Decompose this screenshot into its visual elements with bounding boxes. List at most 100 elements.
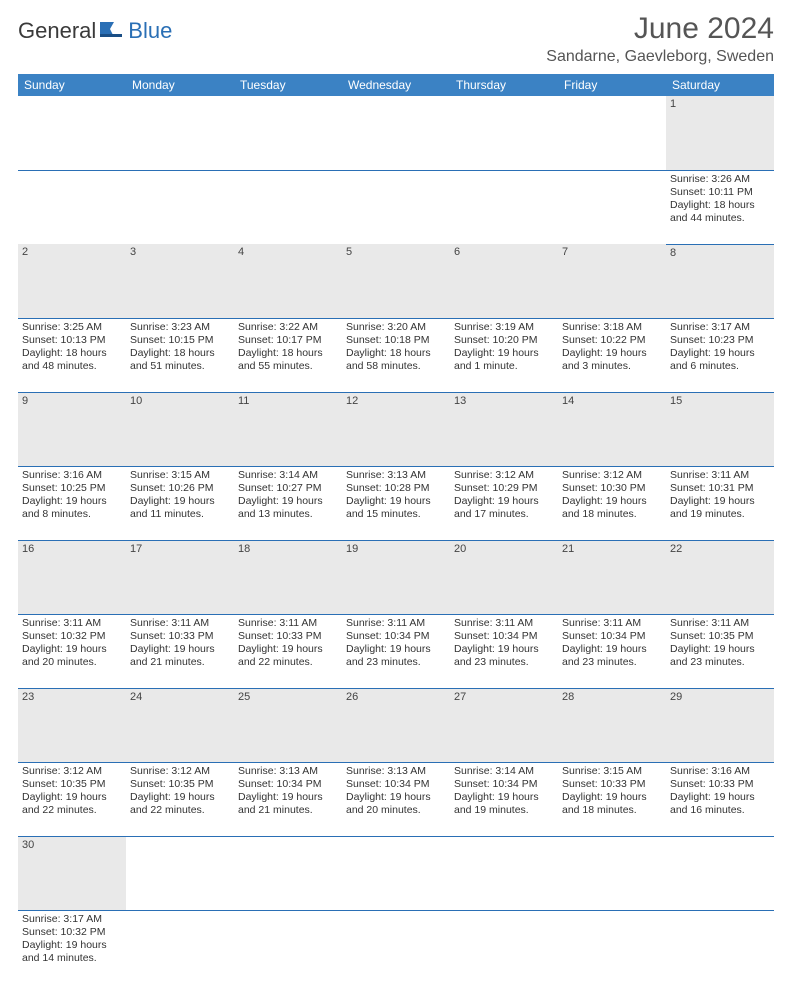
day-content-cell: Sunrise: 3:16 AMSunset: 10:25 PMDaylight… bbox=[18, 466, 126, 540]
day-content-cell: Sunrise: 3:22 AMSunset: 10:17 PMDaylight… bbox=[234, 318, 342, 392]
day-number-cell: 26 bbox=[342, 688, 450, 762]
day-number-cell: 12 bbox=[342, 392, 450, 466]
day-number-cell: 7 bbox=[558, 244, 666, 318]
day-number-row: 30 bbox=[18, 836, 774, 910]
day-content-row: Sunrise: 3:26 AMSunset: 10:11 PMDaylight… bbox=[18, 170, 774, 244]
day-number-cell bbox=[234, 836, 342, 910]
day-content-cell: Sunrise: 3:15 AMSunset: 10:33 PMDaylight… bbox=[558, 762, 666, 836]
day-content-row: Sunrise: 3:16 AMSunset: 10:25 PMDaylight… bbox=[18, 466, 774, 540]
day-content-cell: Sunrise: 3:11 AMSunset: 10:32 PMDaylight… bbox=[18, 614, 126, 688]
day-number-cell: 11 bbox=[234, 392, 342, 466]
day-content-row: Sunrise: 3:25 AMSunset: 10:13 PMDaylight… bbox=[18, 318, 774, 392]
day-content-cell bbox=[234, 910, 342, 984]
day-content-cell bbox=[234, 170, 342, 244]
day-content-cell: Sunrise: 3:20 AMSunset: 10:18 PMDaylight… bbox=[342, 318, 450, 392]
day-content-cell bbox=[558, 170, 666, 244]
day-number-cell bbox=[126, 836, 234, 910]
day-content-cell: Sunrise: 3:17 AMSunset: 10:23 PMDaylight… bbox=[666, 318, 774, 392]
day-number-cell: 20 bbox=[450, 540, 558, 614]
day-content-cell: Sunrise: 3:11 AMSunset: 10:33 PMDaylight… bbox=[234, 614, 342, 688]
day-number-cell: 25 bbox=[234, 688, 342, 762]
day-number-cell: 27 bbox=[450, 688, 558, 762]
day-content-cell: Sunrise: 3:12 AMSunset: 10:29 PMDaylight… bbox=[450, 466, 558, 540]
month-title: June 2024 bbox=[546, 12, 774, 46]
day-number-cell: 4 bbox=[234, 244, 342, 318]
day-content-cell bbox=[126, 910, 234, 984]
day-number-row: 9101112131415 bbox=[18, 392, 774, 466]
day-number-cell: 2 bbox=[18, 244, 126, 318]
day-content-cell: Sunrise: 3:18 AMSunset: 10:22 PMDaylight… bbox=[558, 318, 666, 392]
day-number-cell bbox=[126, 96, 234, 170]
day-content-cell: Sunrise: 3:12 AMSunset: 10:35 PMDaylight… bbox=[126, 762, 234, 836]
day-content-cell: Sunrise: 3:26 AMSunset: 10:11 PMDaylight… bbox=[666, 170, 774, 244]
day-header: Sunday bbox=[18, 74, 126, 96]
day-content-cell: Sunrise: 3:12 AMSunset: 10:30 PMDaylight… bbox=[558, 466, 666, 540]
day-number-cell bbox=[18, 96, 126, 170]
day-number-cell bbox=[450, 96, 558, 170]
day-number-cell: 29 bbox=[666, 688, 774, 762]
day-number-row: 16171819202122 bbox=[18, 540, 774, 614]
day-content-cell: Sunrise: 3:13 AMSunset: 10:34 PMDaylight… bbox=[234, 762, 342, 836]
day-content-cell bbox=[666, 910, 774, 984]
day-number-cell: 19 bbox=[342, 540, 450, 614]
day-content-cell: Sunrise: 3:16 AMSunset: 10:33 PMDaylight… bbox=[666, 762, 774, 836]
day-number-cell: 13 bbox=[450, 392, 558, 466]
day-content-cell: Sunrise: 3:11 AMSunset: 10:31 PMDaylight… bbox=[666, 466, 774, 540]
day-number-cell bbox=[558, 96, 666, 170]
day-content-cell: Sunrise: 3:17 AMSunset: 10:32 PMDaylight… bbox=[18, 910, 126, 984]
day-header: Thursday bbox=[450, 74, 558, 96]
day-content-cell bbox=[342, 910, 450, 984]
day-number-cell: 14 bbox=[558, 392, 666, 466]
day-number-cell bbox=[234, 96, 342, 170]
day-number-cell bbox=[666, 836, 774, 910]
day-number-cell bbox=[558, 836, 666, 910]
day-content-cell: Sunrise: 3:23 AMSunset: 10:15 PMDaylight… bbox=[126, 318, 234, 392]
day-content-cell: Sunrise: 3:19 AMSunset: 10:20 PMDaylight… bbox=[450, 318, 558, 392]
location-text: Sandarne, Gaevleborg, Sweden bbox=[546, 48, 774, 66]
day-number-row: 1 bbox=[18, 96, 774, 170]
day-number-cell: 24 bbox=[126, 688, 234, 762]
day-header: Saturday bbox=[666, 74, 774, 96]
day-number-cell: 8 bbox=[666, 244, 774, 318]
day-content-cell: Sunrise: 3:13 AMSunset: 10:28 PMDaylight… bbox=[342, 466, 450, 540]
day-number-cell bbox=[450, 836, 558, 910]
day-number-cell: 6 bbox=[450, 244, 558, 318]
day-number-cell bbox=[342, 836, 450, 910]
title-block: June 2024 Sandarne, Gaevleborg, Sweden bbox=[546, 12, 774, 66]
day-number-cell: 28 bbox=[558, 688, 666, 762]
logo: General Blue bbox=[18, 18, 172, 44]
day-content-cell bbox=[558, 910, 666, 984]
day-content-cell: Sunrise: 3:11 AMSunset: 10:34 PMDaylight… bbox=[558, 614, 666, 688]
day-number-cell: 15 bbox=[666, 392, 774, 466]
day-header: Wednesday bbox=[342, 74, 450, 96]
day-number-cell: 5 bbox=[342, 244, 450, 318]
day-header-row: SundayMondayTuesdayWednesdayThursdayFrid… bbox=[18, 74, 774, 96]
logo-text-2: Blue bbox=[128, 18, 172, 44]
day-number-row: 2345678 bbox=[18, 244, 774, 318]
day-content-cell: Sunrise: 3:14 AMSunset: 10:27 PMDaylight… bbox=[234, 466, 342, 540]
day-number-cell: 10 bbox=[126, 392, 234, 466]
day-content-cell: Sunrise: 3:12 AMSunset: 10:35 PMDaylight… bbox=[18, 762, 126, 836]
day-content-cell: Sunrise: 3:11 AMSunset: 10:34 PMDaylight… bbox=[342, 614, 450, 688]
day-number-cell: 30 bbox=[18, 836, 126, 910]
day-number-cell: 22 bbox=[666, 540, 774, 614]
logo-flag-icon bbox=[100, 18, 126, 44]
day-number-cell: 17 bbox=[126, 540, 234, 614]
day-number-cell: 9 bbox=[18, 392, 126, 466]
day-header: Friday bbox=[558, 74, 666, 96]
day-number-cell: 18 bbox=[234, 540, 342, 614]
day-content-cell bbox=[450, 170, 558, 244]
day-content-cell: Sunrise: 3:15 AMSunset: 10:26 PMDaylight… bbox=[126, 466, 234, 540]
day-number-cell: 21 bbox=[558, 540, 666, 614]
day-content-cell: Sunrise: 3:14 AMSunset: 10:34 PMDaylight… bbox=[450, 762, 558, 836]
day-number-row: 23242526272829 bbox=[18, 688, 774, 762]
day-content-cell bbox=[450, 910, 558, 984]
logo-text-1: General bbox=[18, 18, 96, 44]
day-content-cell: Sunrise: 3:11 AMSunset: 10:35 PMDaylight… bbox=[666, 614, 774, 688]
day-number-cell: 23 bbox=[18, 688, 126, 762]
calendar-table: SundayMondayTuesdayWednesdayThursdayFrid… bbox=[18, 74, 774, 984]
day-content-cell bbox=[126, 170, 234, 244]
day-content-cell: Sunrise: 3:25 AMSunset: 10:13 PMDaylight… bbox=[18, 318, 126, 392]
day-content-cell: Sunrise: 3:11 AMSunset: 10:34 PMDaylight… bbox=[450, 614, 558, 688]
day-content-row: Sunrise: 3:17 AMSunset: 10:32 PMDaylight… bbox=[18, 910, 774, 984]
